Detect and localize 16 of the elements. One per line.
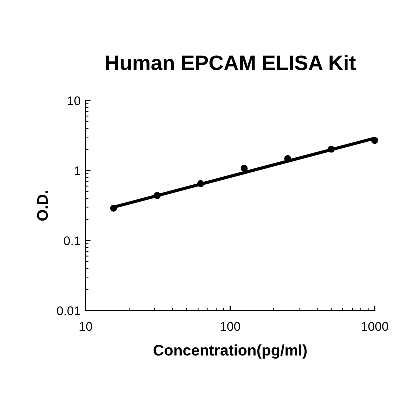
y-tick-label: 10 xyxy=(68,96,81,106)
point xyxy=(328,146,335,153)
chart-title: Human EPCAM ELISA Kit xyxy=(106,55,356,70)
x-tick-label: 100 xyxy=(220,322,240,332)
y-axis-title: O.D. xyxy=(37,191,48,221)
y-tick-label: 0.1 xyxy=(64,236,80,246)
point xyxy=(110,204,118,212)
point xyxy=(197,180,204,188)
y-tick-label: 1 xyxy=(75,166,80,176)
point xyxy=(240,164,248,172)
x-axis-title: Concentration(pg/ml) xyxy=(154,344,307,359)
x-tick-label: 1000 xyxy=(362,322,388,332)
y-tick-label: 0.01 xyxy=(57,306,80,316)
point xyxy=(154,192,161,200)
point xyxy=(372,137,378,144)
x-tick-label: 10 xyxy=(80,322,92,332)
